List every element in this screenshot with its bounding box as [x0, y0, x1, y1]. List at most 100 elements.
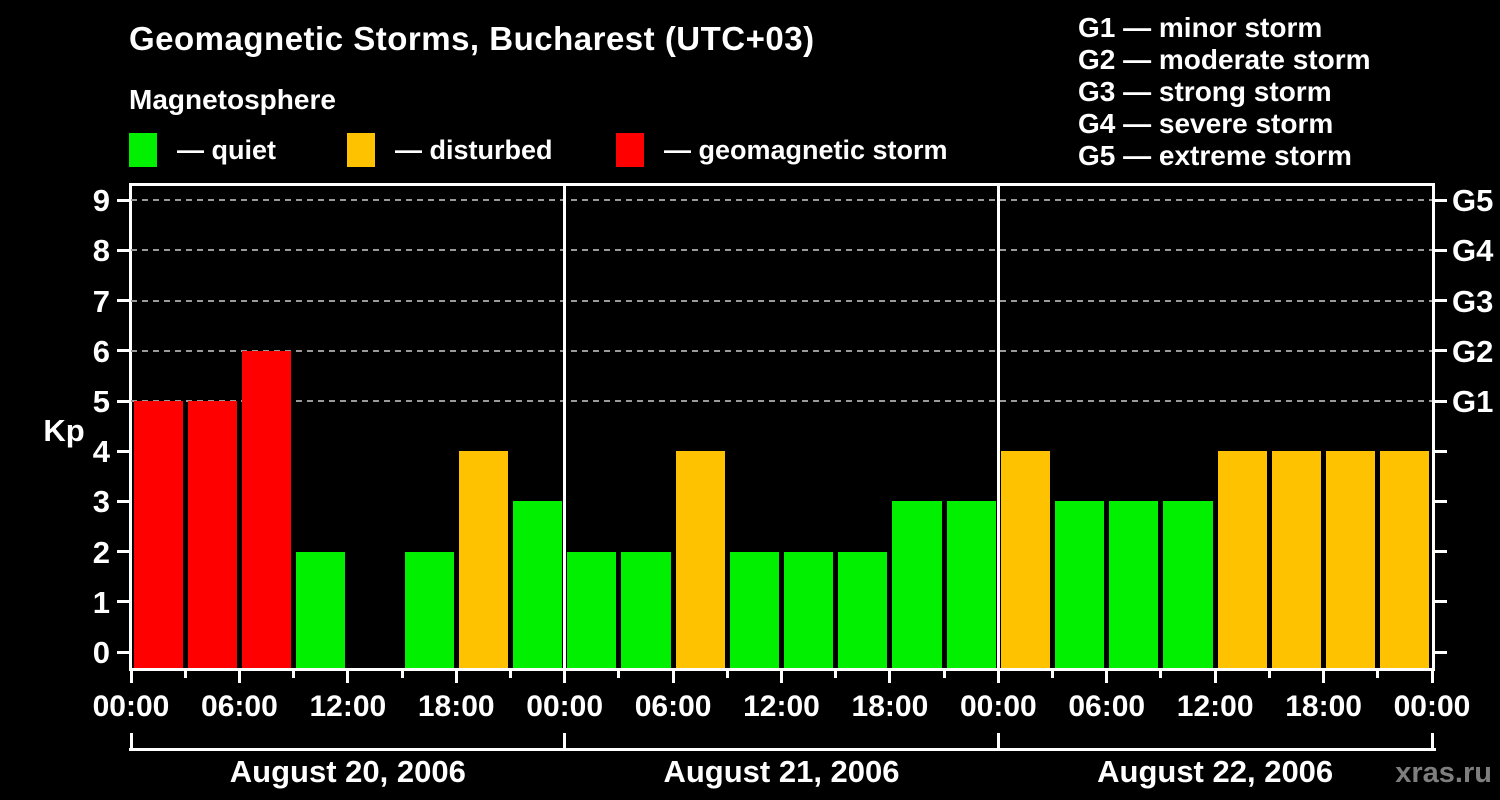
- kp-bar: [1055, 501, 1105, 668]
- y-axis-right-tick: [1435, 198, 1447, 202]
- watermark: xras.ru: [1395, 757, 1492, 789]
- kp-bar: [404, 551, 454, 668]
- x-axis-tick-label: 00:00: [1393, 690, 1471, 723]
- x-axis-tick: [1376, 671, 1380, 678]
- kp-bar: [675, 451, 725, 668]
- g-scale-axis-label-g2: G2: [1452, 333, 1494, 369]
- kp-bar: [458, 451, 508, 668]
- y-axis-tick-label: 3: [92, 484, 110, 520]
- x-axis-tick: [725, 671, 729, 678]
- x-axis-tick: [508, 671, 512, 678]
- y-axis-tick-label: 6: [92, 333, 110, 369]
- date-label: August 20, 2006: [229, 754, 466, 789]
- x-axis-tick: [1213, 671, 1217, 683]
- quiet-color-swatch: [129, 133, 157, 167]
- kp-bar: [892, 501, 942, 668]
- x-axis-tick-label: 12:00: [743, 690, 820, 723]
- legend-label-disturbed: — disturbed: [395, 135, 553, 165]
- legend-label-storm: — geomagnetic storm: [664, 135, 948, 165]
- y-axis-right-tick: [1435, 650, 1447, 654]
- x-axis-tick: [1430, 671, 1434, 683]
- y-axis-tick-label: 7: [92, 283, 110, 319]
- kp-bar: [296, 551, 346, 668]
- day-separator: [563, 183, 567, 668]
- x-axis-tick-label: 06:00: [634, 690, 712, 723]
- x-axis-tick-label: 18:00: [1285, 690, 1362, 723]
- gridline-kp5: [131, 400, 1432, 402]
- storm-scale-legend-g4: G4 — severe storm: [1078, 108, 1334, 139]
- y-axis-tick-label: 1: [92, 584, 110, 620]
- x-axis-tick-label: 00:00: [959, 690, 1037, 723]
- x-axis-tick: [454, 671, 458, 683]
- x-axis-tick: [942, 671, 946, 678]
- storm-scale-legend-g3: G3 — strong storm: [1078, 76, 1332, 107]
- gridline-kp7: [131, 299, 1432, 302]
- kp-bar: [946, 501, 996, 668]
- gridline-kp9: [131, 199, 1432, 202]
- y-axis-right-tick: [1435, 399, 1447, 403]
- x-axis-tick: [1159, 671, 1163, 678]
- storm-scale-legend: G1 — minor storm G2 — moderate storm G3 …: [1078, 12, 1371, 172]
- date-bracket-tick: [129, 733, 133, 751]
- y-axis-tick: [117, 600, 129, 604]
- g-scale-axis-label-g1: G1: [1452, 384, 1494, 419]
- kp-bar: [838, 551, 888, 668]
- chart-subtitle: Magnetosphere: [129, 84, 336, 115]
- x-axis-tick: [1267, 671, 1271, 678]
- x-axis-tick-label: 00:00: [526, 690, 604, 723]
- x-axis-tick: [1051, 671, 1055, 678]
- x-axis-tick-label: 12:00: [1176, 690, 1254, 723]
- x-axis-tick: [671, 671, 675, 683]
- y-axis-tick: [117, 449, 129, 453]
- x-axis-tick-label: 12:00: [309, 690, 387, 723]
- x-axis-tick-label: 06:00: [1068, 690, 1146, 723]
- kp-bar: [1217, 451, 1267, 668]
- x-axis-tick-label: 00:00: [92, 690, 170, 723]
- kp-bar: [512, 501, 563, 668]
- y-axis-title: Kp: [43, 413, 85, 448]
- date-label: August 21, 2006: [663, 754, 900, 789]
- x-axis-tick: [888, 671, 892, 683]
- kp-bar: [621, 551, 671, 668]
- kp-bar: [567, 551, 617, 668]
- x-axis-tick: [1322, 671, 1326, 683]
- g-scale-axis-label-g4: G4: [1452, 233, 1494, 269]
- kp-bar: [784, 551, 834, 668]
- plot-area: [129, 183, 1435, 671]
- kp-bar: [241, 350, 292, 668]
- y-axis-tick-label: 4: [92, 434, 110, 470]
- y-axis-right-tick: [1435, 349, 1447, 353]
- y-axis-right-tick: [1435, 299, 1447, 303]
- y-axis-tick-label: 0: [92, 635, 110, 670]
- kp-bar: [1380, 451, 1430, 668]
- x-axis-tick-label: 06:00: [201, 690, 278, 723]
- x-axis-tick-label: 18:00: [851, 690, 929, 723]
- y-axis-right-tick: [1435, 550, 1447, 554]
- x-axis-tick: [129, 671, 133, 683]
- y-axis-right-tick: [1435, 248, 1447, 252]
- day-separator: [996, 183, 1000, 668]
- date-label: August 22, 2006: [1097, 754, 1334, 789]
- x-axis-tick: [617, 671, 621, 678]
- page-title: Geomagnetic Storms, Bucharest (UTC+03): [129, 20, 815, 57]
- kp-bar: [1271, 451, 1322, 668]
- y-axis-tick: [117, 299, 129, 303]
- kp-bar: [133, 401, 183, 668]
- x-axis-tick: [996, 671, 1000, 683]
- x-axis-tick: [400, 671, 404, 678]
- x-axis-tick: [563, 671, 567, 683]
- g-scale-axis-label-g3: G3: [1452, 283, 1494, 319]
- disturbed-color-swatch: [347, 133, 375, 167]
- g-scale-axis-label-g5: G5: [1452, 183, 1494, 219]
- x-axis-tick: [346, 671, 350, 683]
- y-axis-tick: [117, 399, 129, 403]
- x-axis-tick: [183, 671, 187, 678]
- x-axis-tick: [834, 671, 838, 678]
- kp-bar: [729, 551, 779, 668]
- legend-label-quiet: — quiet: [177, 135, 276, 165]
- storm-scale-legend-g5: G5 — extreme storm: [1078, 140, 1352, 171]
- storm-scale-legend-g1: G1 — minor storm: [1078, 12, 1323, 43]
- gridline-kp6: [131, 349, 1432, 352]
- x-axis-tick: [237, 671, 241, 683]
- gridline-kp8: [131, 249, 1432, 252]
